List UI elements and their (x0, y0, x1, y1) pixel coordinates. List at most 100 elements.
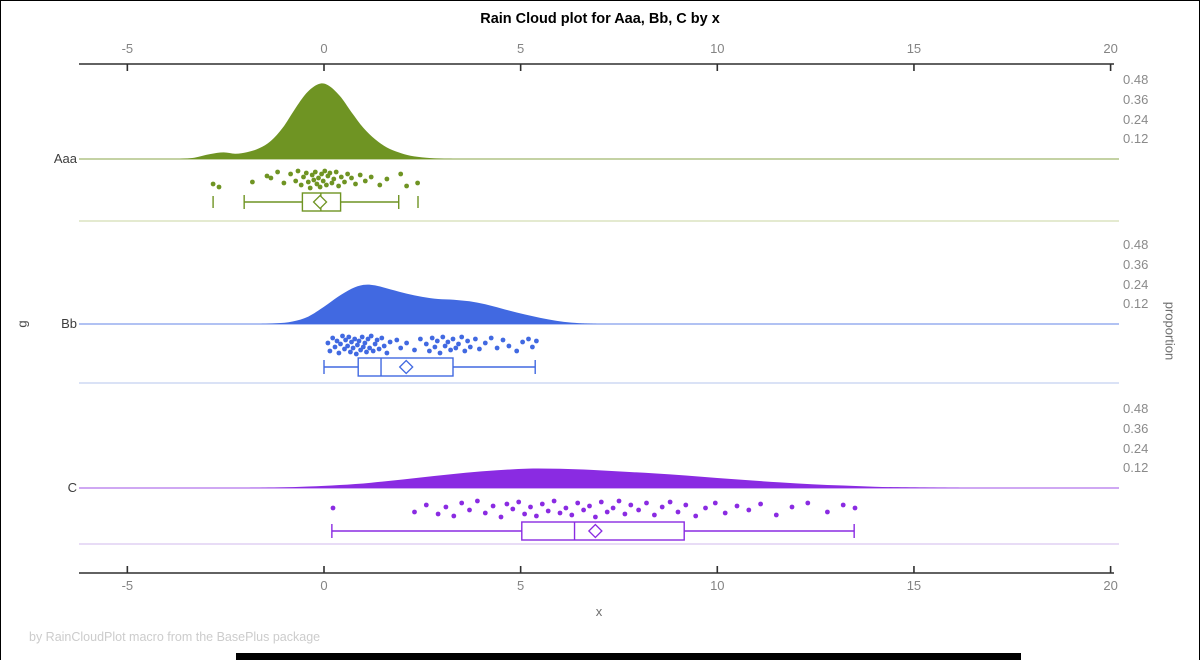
data-point (429, 335, 435, 341)
data-point (432, 344, 438, 350)
data-point (384, 350, 390, 356)
footer-note: by RainCloudPlot macro from the BasePlus… (29, 630, 321, 644)
data-point (327, 348, 333, 354)
density-area-aaa (178, 83, 458, 159)
data-point (288, 171, 293, 177)
data-point (298, 182, 304, 188)
data-point (319, 171, 324, 177)
data-point (840, 502, 846, 508)
proportion-tick-label: 0.24 (1123, 441, 1149, 456)
data-point (551, 498, 557, 504)
data-point (477, 346, 482, 352)
data-point (473, 336, 478, 342)
proportion-tick-label: 0.12 (1123, 296, 1149, 311)
data-point (482, 340, 488, 346)
data-point (352, 336, 358, 342)
data-point (805, 500, 811, 506)
x-tick-label: 15 (906, 578, 922, 593)
data-point (683, 502, 689, 508)
bottom-black-bar (236, 653, 1021, 660)
x-tick-label: 5 (517, 578, 525, 593)
data-point (370, 348, 376, 354)
data-point (349, 339, 354, 345)
data-point (450, 336, 456, 342)
data-point (368, 174, 374, 180)
proportion-tick-label: 0.36 (1123, 92, 1149, 107)
data-point (330, 335, 336, 341)
data-point (520, 339, 525, 345)
data-point (301, 174, 306, 180)
data-point (398, 171, 404, 177)
data-point (362, 340, 368, 346)
data-point (329, 180, 335, 186)
data-point (250, 179, 255, 185)
y-axis-label: g (14, 320, 30, 328)
data-point (593, 514, 598, 520)
data-point (376, 346, 382, 352)
proportion-tick-label: 0.36 (1123, 257, 1149, 272)
data-point (281, 180, 287, 186)
data-point (338, 174, 344, 180)
data-point (528, 504, 533, 510)
data-point (490, 503, 496, 509)
data-point (348, 349, 353, 355)
data-point (307, 185, 313, 191)
data-point (357, 172, 363, 178)
density-area-bb (261, 284, 600, 324)
data-point (338, 341, 343, 347)
density-area-c (245, 468, 962, 488)
data-point (427, 348, 432, 354)
data-point (598, 499, 604, 505)
proportion-tick-label: 0.36 (1123, 421, 1149, 436)
data-point (462, 348, 468, 354)
data-point (514, 348, 520, 354)
data-point (773, 512, 779, 518)
proportion-tick-label: 0.12 (1123, 131, 1149, 146)
data-point (545, 508, 551, 514)
data-point (264, 173, 270, 179)
data-point (459, 500, 465, 506)
data-point (581, 507, 586, 513)
data-point (628, 502, 634, 508)
x-tick-label: 0 (320, 578, 328, 593)
data-point (316, 175, 321, 181)
data-point (534, 338, 539, 344)
data-point (412, 347, 417, 353)
data-point (324, 182, 329, 188)
data-point (394, 337, 400, 343)
data-point (575, 500, 581, 506)
data-point (557, 510, 563, 516)
data-point (534, 513, 539, 519)
data-point (381, 343, 387, 349)
data-point (368, 333, 374, 339)
data-point (362, 178, 368, 184)
group-label-aaa: Aaa (53, 151, 77, 166)
data-point (467, 344, 473, 350)
data-point (610, 505, 616, 511)
data-point (465, 338, 470, 344)
data-point (415, 180, 420, 186)
data-point (340, 333, 345, 339)
data-point (412, 509, 417, 515)
data-point (852, 505, 858, 511)
x-tick-label: 10 (710, 578, 725, 593)
proportion-tick-label: 0.24 (1123, 112, 1149, 127)
data-point (616, 498, 622, 504)
data-point (404, 183, 409, 189)
data-point (336, 183, 341, 189)
x2-tick-label: -5 (121, 41, 134, 56)
data-point (456, 341, 461, 347)
data-point (342, 346, 347, 352)
data-point (418, 336, 423, 342)
data-point (539, 501, 545, 507)
data-point (622, 511, 628, 517)
data-point (275, 169, 280, 175)
data-point (387, 339, 393, 345)
data-point (342, 179, 347, 185)
proportion-axis-label: proportion (1162, 301, 1178, 361)
mean-diamond-c (587, 523, 603, 539)
data-point (443, 504, 449, 510)
x2-tick-label: 5 (517, 41, 525, 56)
